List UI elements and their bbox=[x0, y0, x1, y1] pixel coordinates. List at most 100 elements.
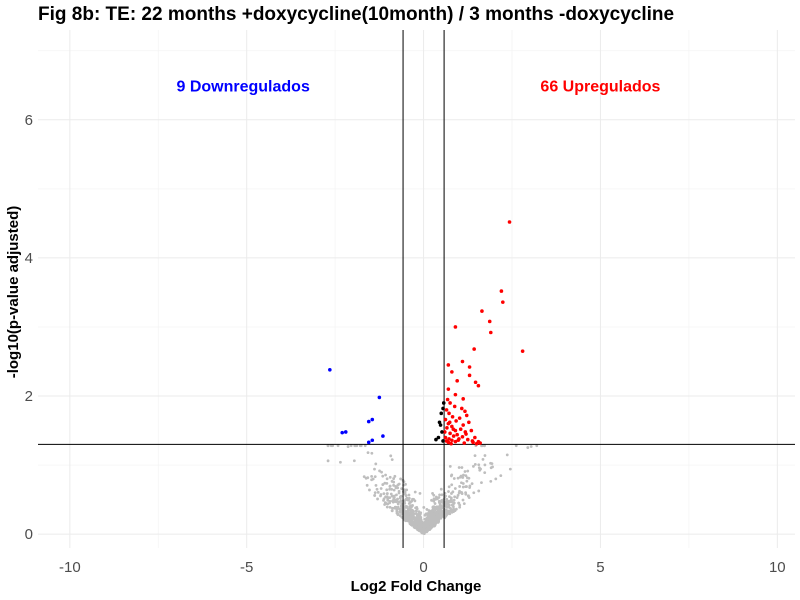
point-significant-low-fc bbox=[439, 411, 444, 416]
point-not-significant bbox=[483, 463, 487, 467]
annotation-upregulated: 66 Upregulados bbox=[540, 78, 660, 95]
point-not-significant bbox=[438, 502, 442, 506]
point-not-significant bbox=[406, 512, 410, 515]
point-upregulated bbox=[488, 330, 493, 335]
point-not-significant bbox=[388, 487, 392, 491]
point-not-significant bbox=[393, 506, 396, 510]
point-not-significant bbox=[363, 444, 367, 448]
point-not-significant bbox=[423, 521, 427, 525]
point-not-significant bbox=[437, 499, 441, 503]
point-upregulated bbox=[453, 392, 458, 397]
point-not-significant bbox=[459, 475, 462, 479]
point-not-significant bbox=[468, 486, 472, 489]
point-not-significant bbox=[326, 444, 330, 448]
point-not-significant bbox=[489, 461, 492, 465]
threshold-lines bbox=[38, 30, 795, 548]
point-not-significant bbox=[467, 496, 471, 500]
point-not-significant bbox=[432, 493, 436, 497]
point-not-significant bbox=[407, 493, 411, 497]
point-upregulated bbox=[461, 423, 465, 427]
point-upregulated bbox=[469, 428, 474, 433]
point-upregulated bbox=[520, 349, 525, 353]
point-not-significant bbox=[481, 457, 485, 461]
point-not-significant bbox=[395, 493, 398, 497]
point-not-significant bbox=[390, 487, 394, 491]
point-not-significant bbox=[456, 476, 460, 480]
point-not-significant bbox=[385, 488, 389, 492]
point-not-significant bbox=[450, 492, 453, 495]
point-not-significant bbox=[449, 474, 453, 478]
point-not-significant bbox=[392, 488, 396, 492]
point-not-significant bbox=[336, 444, 340, 448]
point-upregulated bbox=[451, 434, 456, 438]
point-not-significant bbox=[464, 474, 468, 478]
point-not-significant bbox=[453, 495, 457, 499]
point-not-significant bbox=[461, 485, 465, 489]
annotation-downregulated: 9 Downregulados bbox=[176, 78, 309, 95]
point-upregulated bbox=[460, 359, 465, 364]
point-not-significant bbox=[529, 445, 533, 448]
point-upregulated bbox=[445, 397, 450, 402]
significant-points bbox=[328, 220, 525, 446]
point-not-significant bbox=[399, 494, 403, 498]
point-not-significant bbox=[396, 505, 400, 509]
point-not-significant bbox=[392, 480, 396, 484]
point-downregulated bbox=[370, 417, 375, 422]
point-not-significant bbox=[384, 473, 387, 477]
point-not-significant bbox=[365, 483, 369, 487]
point-not-significant bbox=[452, 505, 455, 509]
point-upregulated bbox=[472, 347, 476, 351]
point-not-significant bbox=[460, 492, 464, 496]
y-tick-label: 0 bbox=[25, 526, 33, 543]
point-not-significant bbox=[378, 469, 381, 473]
point-not-significant bbox=[450, 483, 454, 487]
point-upregulated bbox=[457, 416, 462, 420]
point-not-significant bbox=[452, 498, 456, 502]
point-not-significant bbox=[480, 444, 484, 448]
point-upregulated bbox=[445, 426, 449, 430]
point-not-significant bbox=[526, 446, 530, 449]
point-not-significant bbox=[456, 493, 460, 497]
point-not-significant bbox=[440, 493, 444, 497]
point-not-significant bbox=[389, 454, 393, 458]
point-not-significant bbox=[433, 511, 437, 515]
point-not-significant bbox=[390, 458, 394, 462]
point-not-significant bbox=[408, 507, 412, 510]
point-not-significant bbox=[373, 467, 376, 471]
point-not-significant bbox=[440, 514, 443, 518]
point-not-significant bbox=[438, 493, 441, 497]
point-not-significant bbox=[398, 510, 402, 514]
point-not-significant bbox=[489, 466, 493, 470]
point-upregulated bbox=[464, 413, 469, 418]
point-upregulated bbox=[474, 441, 479, 446]
point-not-significant bbox=[494, 477, 498, 481]
point-not-significant bbox=[434, 495, 438, 499]
point-not-significant bbox=[422, 506, 426, 509]
point-not-significant bbox=[370, 474, 374, 478]
point-not-significant bbox=[375, 487, 379, 491]
point-upregulated bbox=[446, 363, 451, 367]
point-not-significant bbox=[461, 498, 465, 502]
point-not-significant bbox=[431, 516, 435, 520]
point-not-significant bbox=[448, 464, 452, 468]
point-not-significant bbox=[353, 444, 357, 448]
y-tick-label: 6 bbox=[25, 112, 33, 129]
point-not-significant bbox=[381, 483, 385, 486]
point-not-significant bbox=[366, 451, 370, 454]
point-not-significant bbox=[407, 502, 411, 505]
point-not-significant bbox=[394, 486, 398, 490]
chart-title: Fig 8b: TE: 22 months +doxycycline(10mon… bbox=[38, 4, 674, 25]
point-not-significant bbox=[411, 522, 415, 526]
point-not-significant bbox=[406, 517, 410, 521]
point-upregulated bbox=[449, 441, 453, 446]
tick-labels: -10 -5 0 5 10 0 2 4 6 bbox=[25, 112, 786, 576]
point-not-significant bbox=[376, 497, 379, 501]
point-not-significant bbox=[451, 503, 455, 507]
point-upregulated bbox=[473, 380, 478, 385]
point-not-significant bbox=[381, 474, 385, 478]
point-not-significant bbox=[429, 524, 433, 528]
point-not-significant bbox=[408, 522, 412, 526]
point-upregulated bbox=[450, 414, 455, 419]
point-not-significant bbox=[483, 444, 486, 448]
point-upregulated bbox=[447, 411, 451, 416]
